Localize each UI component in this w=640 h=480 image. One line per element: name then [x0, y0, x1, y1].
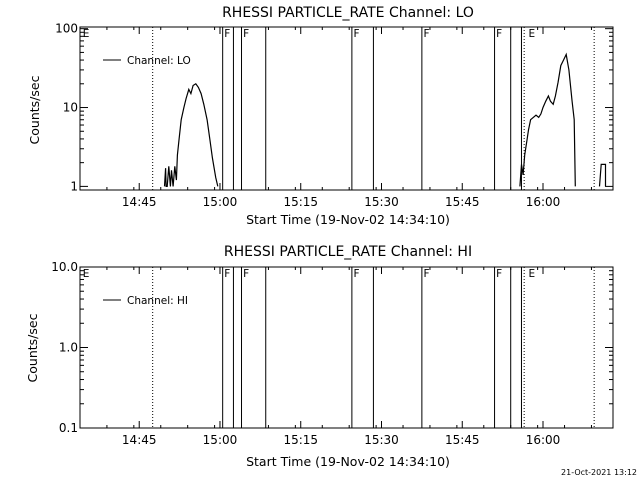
plot-area: 14:45 15:00 15:15 15:30 15:45 16:00 0.1 1.0 10.0…	[51, 260, 614, 447]
flag-label: F	[243, 268, 249, 280]
flag-label: F	[224, 268, 230, 280]
y-tick-label: 0.1	[59, 421, 78, 435]
chart-title: RHESSI PARTICLE_RATE Channel: HI	[224, 244, 472, 260]
x-tick-label: 15:45	[445, 195, 480, 209]
panel-hi: RHESSI PARTICLE_RATE Channel: HI 14:45 15…	[25, 244, 614, 469]
series-line	[519, 52, 576, 187]
x-tick-label: 16:00	[526, 433, 561, 447]
flag-label: F	[243, 28, 249, 40]
x-axis-label: Start Time (19-Nov-02 14:34:10)	[246, 212, 450, 227]
y-tick-label: 10	[63, 101, 78, 115]
y-tick-label: 1	[70, 179, 78, 193]
series-line	[598, 163, 607, 187]
x-tick-label: 15:30	[364, 195, 399, 209]
x-tick-label: 15:45	[445, 433, 480, 447]
y-axis-label: Counts/sec	[25, 313, 40, 382]
x-tick-label: 15:15	[283, 195, 318, 209]
flag-label: E	[528, 268, 535, 280]
flag-label: F	[423, 28, 429, 40]
plot-frame	[79, 26, 614, 191]
x-tick-label: 16:00	[526, 195, 561, 209]
flag-label: F	[496, 28, 502, 40]
chart-title: RHESSI PARTICLE_RATE Channel: LO	[222, 5, 474, 21]
x-tick-label: 14:45	[122, 433, 157, 447]
panel-lo: RHESSI PARTICLE_RATE Channel: LO 14:45 15…	[27, 5, 614, 227]
flag-label: F	[224, 28, 230, 40]
footer-timestamp: 21-Oct-2021 13:12	[561, 468, 637, 477]
y-axis-label: Counts/sec	[27, 75, 42, 144]
flag-label: E	[83, 28, 90, 40]
x-tick-label: 15:00	[203, 433, 238, 447]
flag-label: F	[423, 268, 429, 280]
x-tick-label: 15:30	[364, 433, 399, 447]
flag-label: F	[496, 268, 502, 280]
y-tick-label: 1.0	[59, 341, 78, 355]
x-tick-label: 15:15	[283, 433, 318, 447]
flag-label: E	[83, 268, 90, 280]
y-tick-label: 10.0	[51, 260, 78, 274]
flag-label: F	[353, 28, 359, 40]
legend-label: Channel: LO	[127, 55, 191, 67]
series-line	[163, 82, 219, 187]
x-axis-label: Start Time (19-Nov-02 14:34:10)	[246, 454, 450, 469]
legend-label: Channel: HI	[127, 295, 188, 307]
y-tick-label: 100	[55, 22, 78, 36]
flag-label: F	[353, 268, 359, 280]
x-tick-label: 15:00	[203, 195, 238, 209]
x-tick-label: 14:45	[122, 195, 157, 209]
plot-area: 14:45 15:00 15:15 15:30 15:45 16:00 1 10 100 E F F F…	[55, 22, 614, 209]
flag-label: E	[528, 28, 535, 40]
